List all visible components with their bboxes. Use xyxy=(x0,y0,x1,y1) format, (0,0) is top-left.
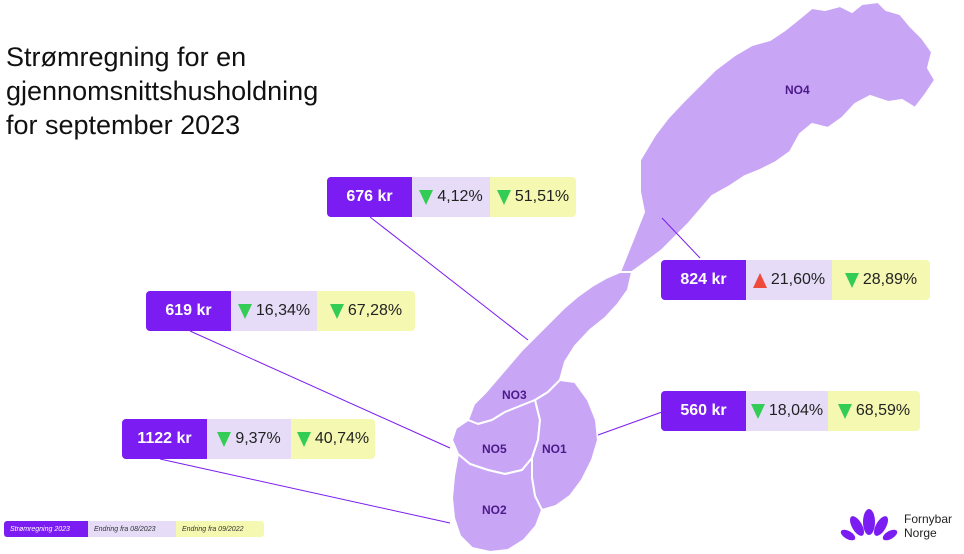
brand-name: Fornybar Norge xyxy=(904,512,952,540)
year-change-no2: 40,74% xyxy=(291,419,375,459)
arrow-down-icon xyxy=(217,431,232,447)
title-line-1: Strømregning for en xyxy=(6,42,247,72)
arrow-down-icon xyxy=(750,403,765,419)
brand-logo: Fornybar Norge xyxy=(840,508,952,544)
price-no4: 824 kr xyxy=(661,260,746,300)
leader-line-no1 xyxy=(597,411,663,436)
year-change-no1: 68,59% xyxy=(828,391,920,431)
arrow-down-icon xyxy=(237,303,252,319)
legend-price: Strømregning 2023 xyxy=(4,521,88,537)
month-change-value: 18,04% xyxy=(768,402,824,419)
region-label-no1: NO1 xyxy=(542,442,567,456)
arrow-up-icon xyxy=(752,272,767,288)
month-change-no3: 4,12% xyxy=(412,177,490,217)
month-change-value: 4,12% xyxy=(437,188,483,205)
month-change-value: 9,37% xyxy=(235,430,281,447)
leader-line-no4 xyxy=(661,217,701,259)
leader-line-no3 xyxy=(369,216,529,341)
region-label-no4: NO4 xyxy=(785,83,810,97)
page-title: Strømregning for en gjennomsnittshushold… xyxy=(6,40,318,142)
month-change-value: 21,60% xyxy=(770,271,826,288)
price-box-no3: 676 kr 4,12% 51,51% xyxy=(327,177,576,217)
flower-logo-icon xyxy=(840,509,898,541)
price-box-no4: 824 kr 21,60% 28,89% xyxy=(661,260,930,300)
month-change-no1: 18,04% xyxy=(746,391,828,431)
year-change-value: 40,74% xyxy=(314,430,370,447)
region-no4-shape xyxy=(619,1,936,273)
arrow-down-icon xyxy=(837,403,852,419)
region-label-no3: NO3 xyxy=(502,388,527,402)
leader-line-no5 xyxy=(189,330,451,449)
month-change-value: 16,34% xyxy=(255,302,311,319)
year-change-no4: 28,89% xyxy=(832,260,930,300)
price-no1: 560 kr xyxy=(661,391,746,431)
month-change-no4: 21,60% xyxy=(746,260,832,300)
arrow-down-icon xyxy=(496,189,511,205)
year-change-value: 68,59% xyxy=(855,402,911,419)
year-change-value: 51,51% xyxy=(514,188,570,205)
arrow-down-icon xyxy=(296,431,311,447)
arrow-down-icon xyxy=(844,272,859,288)
arrow-down-icon xyxy=(419,189,434,205)
price-no5: 619 kr xyxy=(146,291,231,331)
legend-year: Endring fra 09/2022 xyxy=(176,521,264,537)
legend-month: Endring fra 08/2023 xyxy=(88,521,176,537)
price-box-no1: 560 kr 18,04% 68,59% xyxy=(661,391,920,431)
year-change-value: 67,28% xyxy=(347,302,403,319)
arrow-down-icon xyxy=(329,303,344,319)
month-change-no5: 16,34% xyxy=(231,291,317,331)
region-no2-shape xyxy=(451,453,543,553)
brand-line-1: Fornybar xyxy=(904,512,953,526)
price-box-no2: 1122 kr 9,37% 40,74% xyxy=(122,419,375,459)
brand-line-2: Norge xyxy=(904,526,937,540)
leader-line-no2 xyxy=(159,458,451,524)
price-box-no5: 619 kr 16,34% 67,28% xyxy=(146,291,415,331)
year-change-value: 28,89% xyxy=(862,271,918,288)
legend: Strømregning 2023 Endring fra 08/2023 En… xyxy=(4,521,264,537)
title-line-3: for september 2023 xyxy=(6,110,241,140)
price-no2: 1122 kr xyxy=(122,419,207,459)
year-change-no5: 67,28% xyxy=(317,291,415,331)
title-line-2: gjennomsnittshusholdning xyxy=(6,76,319,106)
region-label-no2: NO2 xyxy=(482,503,507,517)
year-change-no3: 51,51% xyxy=(490,177,576,217)
price-no3: 676 kr xyxy=(327,177,412,217)
month-change-no2: 9,37% xyxy=(207,419,291,459)
region-no1-shape xyxy=(531,379,599,511)
region-label-no5: NO5 xyxy=(482,442,507,456)
